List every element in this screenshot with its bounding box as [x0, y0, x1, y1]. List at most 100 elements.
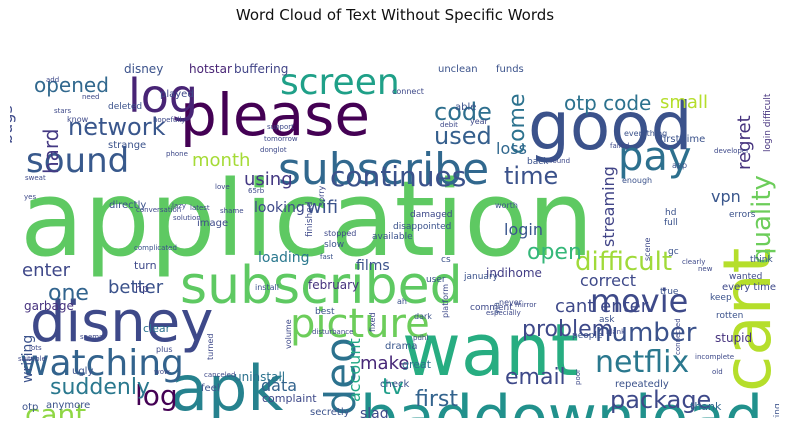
word-continues: continues [330, 160, 466, 193]
word-tomorrow: tomorrow [264, 135, 298, 143]
word-ugly: ugly [72, 366, 93, 377]
word-time: time [504, 162, 558, 190]
word-latest: latest [190, 204, 210, 212]
word-writing: writing [20, 335, 36, 383]
word-every-time: every time [722, 282, 776, 293]
word-old: old [712, 368, 723, 376]
word-shame: shame [220, 207, 244, 215]
word-need: need [82, 93, 100, 101]
word-sweat: sweat [25, 174, 46, 182]
word-stopped: stopped [324, 229, 356, 238]
word-baddownload: baddownload [360, 383, 763, 418]
word-loading: loading [258, 250, 310, 266]
word-using: using [244, 169, 293, 190]
word-user: user [426, 275, 446, 285]
word-cant: cant [709, 248, 779, 392]
word-quality: quality [747, 175, 777, 264]
word-make: make [360, 353, 409, 374]
word-strange: strange [108, 140, 146, 151]
word-open: open [527, 240, 582, 265]
word-great: great [402, 358, 432, 371]
word-year: year [470, 117, 489, 126]
word-problem: problem [522, 317, 613, 342]
chart-title: Word Cloud of Text Without Specific Word… [235, 6, 555, 24]
word-garbage: garbage [24, 299, 74, 313]
word-picture: picture [290, 301, 430, 347]
word-wow: wow [154, 368, 170, 376]
word-secretly: secretly [310, 407, 350, 418]
word-hopefully: hopefully [153, 116, 185, 124]
word-number: number [595, 318, 697, 348]
word-ask: ask [599, 315, 615, 325]
word-indihome: indihome [486, 266, 542, 280]
word-know: know [67, 115, 89, 124]
word-slag: slag [360, 406, 389, 418]
word-able: able [455, 102, 476, 113]
word-finished: finished [305, 201, 315, 237]
word-subscribe: subscribe [278, 144, 489, 195]
word-people: people [572, 331, 603, 341]
word-love: love [215, 183, 230, 191]
word-plus: plus [156, 345, 173, 354]
word-poor: poor [574, 369, 582, 385]
word-stupid: stupid [715, 331, 752, 345]
word-add: add [46, 76, 59, 84]
word-tv: tv [382, 375, 404, 400]
word-application: application [20, 158, 594, 280]
word-lazy: lazy [172, 202, 186, 210]
word-hotstar: hotstar [189, 62, 232, 76]
word-log: log [128, 69, 198, 123]
word-want: want [402, 308, 579, 392]
word-films: films [356, 258, 390, 274]
word-account: account [345, 338, 364, 402]
word-deleted: deleted [108, 102, 142, 112]
word-wanted: wanted [729, 272, 762, 282]
word-connect: connect [392, 87, 424, 96]
word-directly: directly [109, 200, 146, 211]
word-data: data [261, 376, 297, 395]
word-available: available [372, 232, 413, 242]
word-first: first [415, 387, 458, 412]
word-first-time: first time [660, 134, 705, 145]
word-new: new [698, 265, 713, 273]
word-back: back [527, 157, 549, 167]
word-pay: pay [618, 134, 692, 180]
word-ah: ah [397, 297, 407, 306]
word-mirror: mirror [515, 301, 537, 309]
word-damaged: damaged [410, 210, 452, 220]
word-found: found [550, 157, 570, 165]
word-hd: hd [665, 208, 676, 218]
word-login: login [504, 220, 543, 239]
word-buffering: buffering [234, 62, 288, 76]
word-used: used [434, 122, 492, 150]
word-install: install [255, 283, 279, 292]
word-stars: stars [54, 107, 72, 115]
word-month: month [192, 150, 250, 171]
word-lots: lots [29, 344, 42, 352]
word-keep: keep [710, 293, 732, 303]
word-looking: looking [254, 200, 305, 216]
word-wifi: wifi [307, 197, 338, 218]
word-login-difficult: login difficult [763, 93, 773, 152]
word-pdhl: pdhl [413, 334, 428, 342]
word-slow: slow [324, 240, 344, 250]
word-subscribed: subscribed [180, 256, 463, 316]
word-february: february [308, 278, 359, 292]
word-true: true [660, 287, 679, 297]
word-especially: especially [486, 309, 521, 317]
word-video: video [316, 337, 365, 418]
word-network: network [68, 113, 166, 141]
word-clear: clear [143, 322, 171, 335]
word-everything: everything [624, 129, 667, 138]
word-movie: movie [590, 282, 688, 320]
word-fast: fast [320, 253, 333, 261]
word-disney: disney [124, 62, 163, 76]
word-disappointed: disappointed [393, 222, 451, 232]
word-good: good [528, 88, 693, 165]
word-screen: screen [280, 62, 400, 103]
word-thank: thank [690, 400, 722, 413]
word-netflix: netflix [595, 345, 689, 380]
word-errors: errors [729, 210, 756, 220]
word-cloud-canvas: application good want please disney cant baddo… [10, 32, 779, 418]
word-opened: opened [34, 73, 109, 97]
